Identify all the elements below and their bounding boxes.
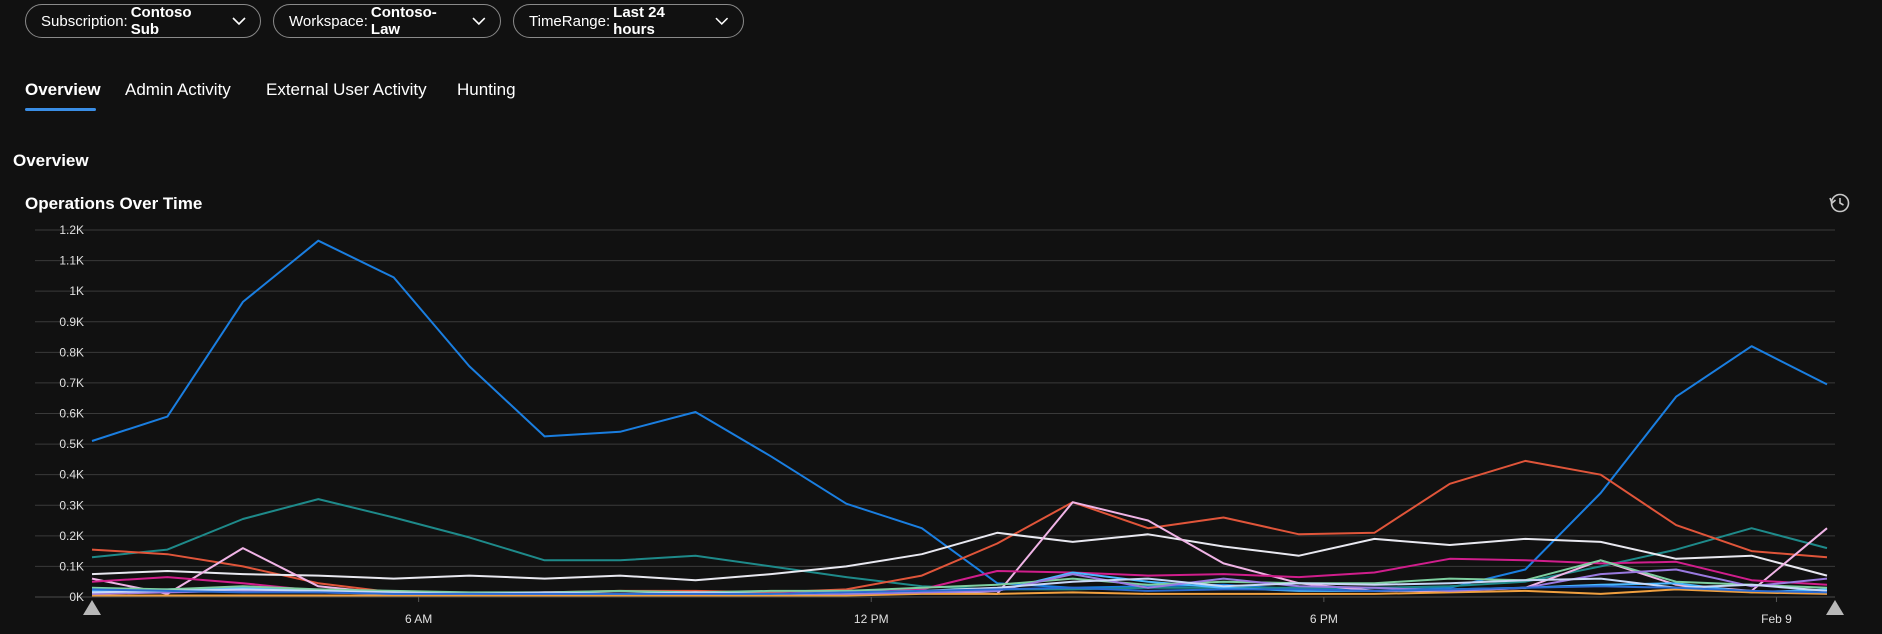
timerange-filter-key: TimeRange:: [529, 12, 611, 30]
chevron-down-icon: [715, 17, 729, 25]
y-tick-label: 0.3K: [59, 498, 84, 512]
subscription-filter-key: Subscription:: [41, 12, 128, 30]
subscription-filter[interactable]: Subscription: Contoso Sub: [25, 4, 261, 38]
y-tick-label: 0.8K: [59, 345, 84, 359]
y-tick-label: 1K: [69, 284, 84, 298]
y-tick-label: 0.9K: [59, 315, 84, 329]
range-handle-start-icon[interactable]: [83, 600, 101, 615]
series-line-12: [91, 585, 1828, 595]
section-title: Overview: [13, 151, 89, 170]
y-tick-label: 0.6K: [59, 407, 84, 421]
y-tick-label: 0K: [69, 590, 84, 604]
workspace-filter-key: Workspace:: [289, 12, 368, 30]
y-tick-label: 1.2K: [59, 223, 84, 237]
subscription-filter-value: Contoso Sub: [130, 4, 192, 38]
chevron-down-icon: [472, 17, 486, 25]
series-line-9: [92, 588, 1828, 597]
y-tick-label: 1.1K: [59, 254, 84, 268]
active-tab-indicator: [25, 108, 96, 111]
tab-external-user-activity[interactable]: External User Activity: [266, 80, 427, 99]
y-tick-label: 0.4K: [59, 468, 84, 482]
chart-title: Operations Over Time: [25, 194, 203, 213]
operations-chart: 0K 0.1K 0.2K 0.3K 0.4K 0.5K 0.6K 0.7K 0.8K 0.9K 1K…: [35, 223, 1844, 626]
y-tick-label: 0.1K: [59, 559, 84, 573]
x-tick-label: 6 AM: [405, 612, 432, 626]
y-tick-label: 0.5K: [59, 437, 84, 451]
timerange-filter-value: Last 24 hours: [613, 4, 665, 38]
history-icon[interactable]: [1828, 191, 1852, 215]
y-tick-label: 0.2K: [59, 529, 84, 543]
x-tick-label: Feb 9: [1761, 612, 1792, 626]
x-tick-label: 12 PM: [854, 612, 889, 626]
workspace-filter-value: Contoso-Law: [370, 4, 437, 38]
workspace-filter[interactable]: Workspace: Contoso-Law: [273, 4, 501, 38]
range-handle-end-icon[interactable]: [1826, 600, 1844, 615]
chevron-down-icon: [232, 16, 246, 25]
series-line-4: [91, 531, 1828, 582]
y-tick-label: 0.7K: [59, 376, 84, 390]
tab-admin-activity[interactable]: Admin Activity: [125, 80, 231, 99]
tab-overview[interactable]: Overview: [25, 80, 101, 99]
series-line-5: [91, 501, 1828, 597]
x-tick-label: 6 PM: [1310, 612, 1338, 626]
series-line-1: [91, 239, 1828, 591]
series-line-8: [91, 559, 1828, 594]
timerange-filter[interactable]: TimeRange: Last 24 hours: [513, 4, 744, 38]
tab-hunting[interactable]: Hunting: [457, 80, 516, 99]
